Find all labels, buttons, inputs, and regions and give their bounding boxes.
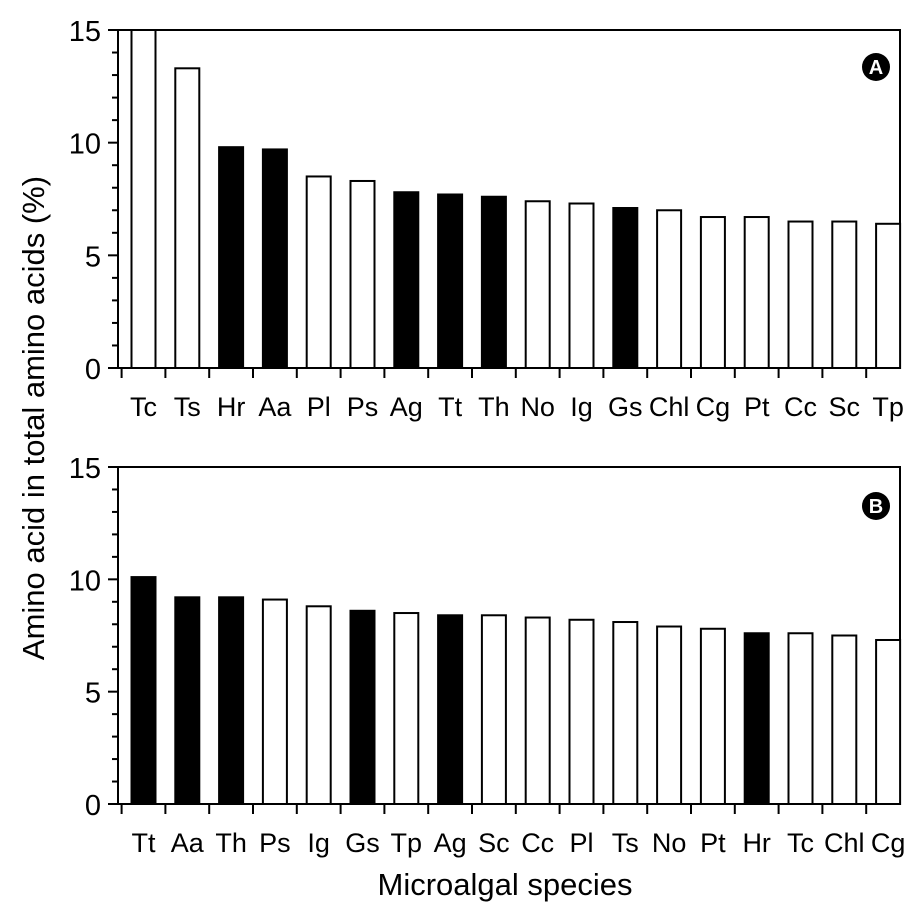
bar-ag — [437, 614, 464, 806]
bar-ig — [568, 202, 595, 369]
bar-ps — [349, 179, 376, 369]
plot-frame — [117, 29, 901, 369]
x-tick-label: Ig — [570, 392, 593, 422]
x-tick-label: Pt — [744, 392, 770, 422]
bar-ts — [174, 67, 201, 369]
panel-badge-label: A — [869, 57, 883, 79]
x-tick-label: Ag — [434, 828, 467, 858]
bar-aa — [174, 596, 201, 805]
x-tick-label: Ps — [259, 828, 291, 858]
bar-sc — [480, 614, 507, 806]
y-tick-label: 10 — [69, 565, 101, 597]
x-tick-label: Chl — [649, 392, 690, 422]
bar-pt — [743, 216, 770, 369]
y-tick-label: 5 — [85, 241, 101, 273]
x-tick-label: Hr — [742, 828, 771, 858]
x-axis-title: Microalgal species — [378, 867, 633, 902]
bar-tp — [875, 222, 902, 369]
x-tick-label: Ig — [307, 828, 330, 858]
x-tick-label: Pl — [307, 392, 331, 422]
x-tick-label: Sc — [478, 828, 510, 858]
x-tick-label: Ag — [390, 392, 423, 422]
x-tick-label: Tp — [872, 392, 904, 422]
y-tick-label: 10 — [69, 129, 101, 161]
x-tick-label: No — [652, 828, 687, 858]
bar-ag — [393, 191, 420, 369]
x-tick-label: Ts — [612, 828, 639, 858]
y-tick-label: 0 — [85, 354, 101, 386]
x-tick-label: Tt — [438, 392, 462, 422]
plot-frame — [117, 466, 901, 805]
x-tick-label: Gs — [345, 828, 380, 858]
y-tick-label: 15 — [69, 453, 101, 485]
bar-gs — [349, 609, 376, 806]
x-tick-label: Ts — [174, 392, 201, 422]
x-tick-label: Cc — [521, 828, 554, 858]
bar-cg — [699, 216, 726, 369]
bar-cc — [524, 616, 551, 805]
x-tick-label: Th — [478, 392, 510, 422]
panel-badge — [862, 53, 890, 81]
panel-b: 0 5 10 15 Tt Aa Th Ps Ig Gs Tp Ag Sc Cc Pl Ts No Pt Hr Tc Ch… — [69, 453, 906, 858]
x-tick-label: Hr — [217, 392, 246, 422]
y-tick-label: 15 — [69, 16, 101, 48]
bar-ts — [612, 621, 639, 806]
x-tick-label: Tc — [130, 392, 157, 422]
bar-tc — [787, 632, 814, 806]
x-tick-label: Tc — [787, 828, 814, 858]
x-tick-label: Aa — [258, 392, 292, 422]
x-tick-label: Tp — [391, 828, 423, 858]
bar-tt — [437, 193, 464, 369]
x-tick-label: Cc — [784, 392, 817, 422]
panel-a: 0 5 10 15 Tc Ts Hr Aa Pl Ps Ag Tt Th No Ig Gs Chl Cg Pt Cc S… — [69, 16, 904, 422]
x-tick-label: Cg — [871, 828, 906, 858]
bar-th — [218, 596, 245, 805]
x-tick-label: Ps — [347, 392, 379, 422]
x-tick-label: Cg — [696, 392, 731, 422]
bar-chl — [656, 209, 683, 369]
bar-pl — [568, 618, 595, 805]
y-tick-label: 0 — [85, 790, 101, 822]
x-tick-label: Tt — [132, 828, 156, 858]
bar-tt — [130, 576, 157, 805]
bar-hr — [743, 632, 770, 806]
bar-aa — [261, 148, 288, 369]
bar-no — [524, 200, 551, 369]
bar-gs — [612, 207, 639, 369]
bar-chl — [831, 634, 858, 805]
x-tick-label: Gs — [608, 392, 643, 422]
y-axis-title: Amino acid in total amino acids (%) — [16, 176, 51, 660]
x-tick-label: Th — [215, 828, 247, 858]
bar-pt — [699, 627, 726, 806]
bar-ig — [305, 605, 332, 805]
x-tick-label: Sc — [829, 392, 861, 422]
x-tick-label: Pl — [569, 828, 593, 858]
x-tick-label: Aa — [171, 828, 205, 858]
x-tick-label: Chl — [824, 828, 865, 858]
bar-sc — [831, 220, 858, 369]
bar-no — [656, 625, 683, 805]
bar-hr — [218, 146, 245, 369]
bar-ps — [261, 598, 288, 806]
panel-badge-label: B — [869, 496, 883, 518]
x-tick-label: No — [520, 392, 555, 422]
panel-badge — [862, 492, 890, 520]
bar-pl — [305, 175, 332, 369]
bar-cc — [787, 220, 814, 369]
y-tick-label: 5 — [85, 678, 101, 710]
bar-th — [480, 195, 507, 369]
bar-cg — [875, 638, 902, 806]
bar-tp — [393, 612, 420, 805]
bar-tc — [130, 29, 157, 369]
x-tick-label: Pt — [700, 828, 726, 858]
